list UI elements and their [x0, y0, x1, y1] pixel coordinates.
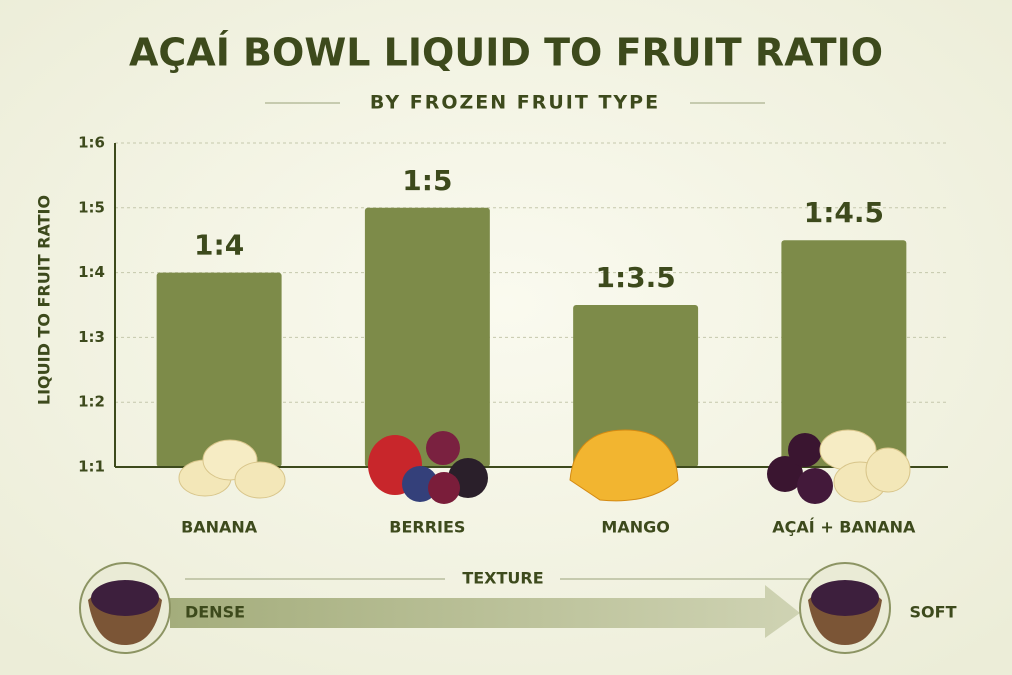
bar	[573, 305, 699, 467]
bowl	[79, 562, 171, 654]
chart-title: AÇAÍ BOWL LIQUID TO FRUIT RATIO	[129, 31, 883, 75]
plot-area: 1:1 1:2 1:3 1:4 1:5 1:6 1:4 BANANA 1:5 BERRIES 1:3…	[78, 134, 948, 537]
y-tick-label: 1:2	[78, 393, 105, 411]
value-label: 1:5	[402, 164, 452, 197]
bar	[364, 207, 490, 468]
value-label: 1:3.5	[595, 261, 675, 294]
y-tick-label: 1:5	[78, 198, 105, 216]
y-tick-label: 1:6	[78, 134, 105, 152]
bar	[781, 240, 907, 467]
x-tick-label: BERRIES	[389, 518, 465, 537]
y-tick-label: 1:3	[78, 328, 105, 346]
bar	[156, 272, 282, 467]
texture-start: DENSE	[185, 603, 245, 622]
chart-subtitle: BY FROZEN FRUIT TYPE	[370, 92, 660, 114]
texture-title: TEXTURE	[462, 569, 543, 588]
bowl	[799, 562, 891, 654]
value-label: 1:4	[194, 229, 244, 262]
y-tick-label: 1:1	[78, 458, 105, 476]
fruit-icons	[178, 429, 911, 504]
x-tick-label: MANGO	[601, 518, 669, 537]
y-tick-label: 1:4	[78, 263, 105, 281]
y-axis-label: LIQUID TO FRUIT RATIO	[35, 195, 54, 405]
x-tick-label: AÇAÍ + BANANA	[772, 518, 916, 537]
texture-arrow	[170, 585, 800, 638]
x-tick-label: BANANA	[181, 518, 258, 537]
texture-end: SOFT	[910, 603, 957, 622]
value-label: 1:4.5	[804, 196, 884, 229]
